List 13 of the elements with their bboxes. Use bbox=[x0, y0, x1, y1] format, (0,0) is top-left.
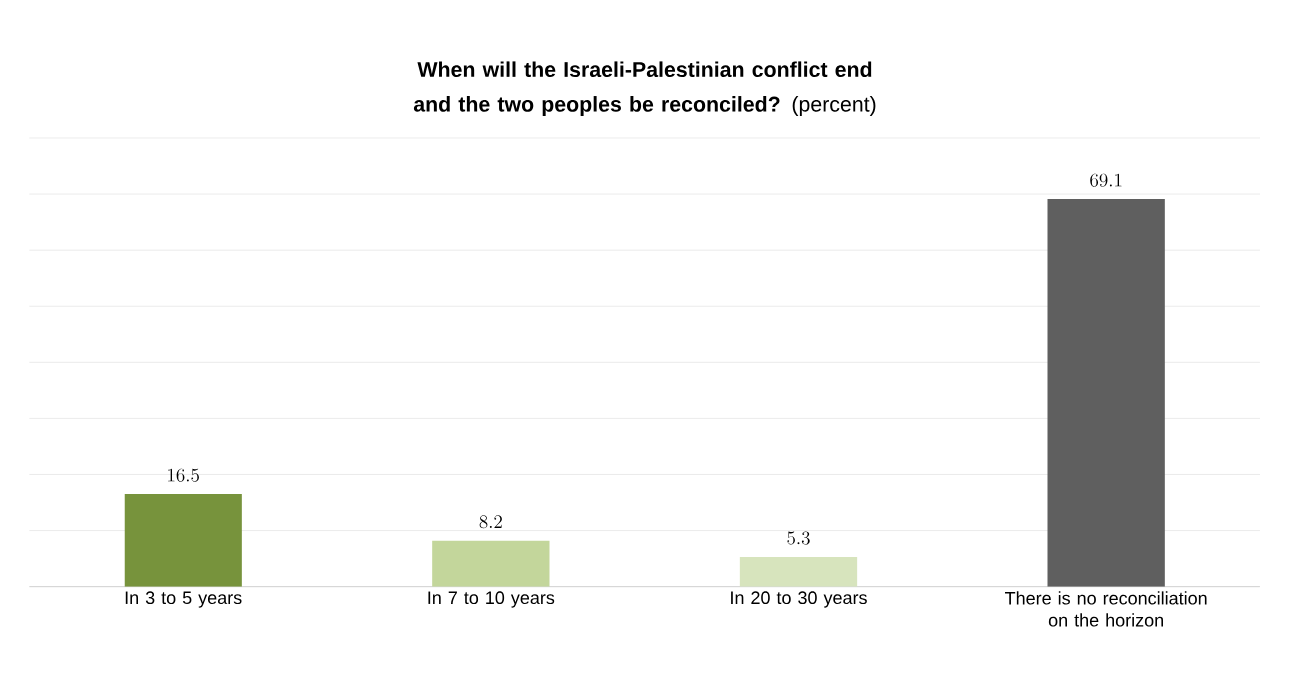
data-label: 69. 1 bbox=[1090, 173, 1122, 187]
data-label: 5.3 bbox=[787, 531, 810, 545]
bar bbox=[1047, 199, 1165, 587]
chart-title: When will the Israeli-Palestinian conflict end and the two peoples be reconciled? (percent) bbox=[413, 61, 876, 116]
x-tick-label: In 20 to 30 years bbox=[731, 591, 867, 608]
x-tick-label: There is no reconciliation on the horizon bbox=[1005, 591, 1207, 627]
data-label: 8.2 bbox=[479, 515, 502, 529]
bar bbox=[739, 556, 858, 587]
bar bbox=[432, 540, 550, 587]
x-tick-label: In 3 to 5 years bbox=[125, 591, 242, 608]
data-label: 16.5 bbox=[168, 468, 199, 482]
bar bbox=[124, 494, 242, 587]
x-tick-label: In 7 to 10 years bbox=[428, 591, 555, 608]
